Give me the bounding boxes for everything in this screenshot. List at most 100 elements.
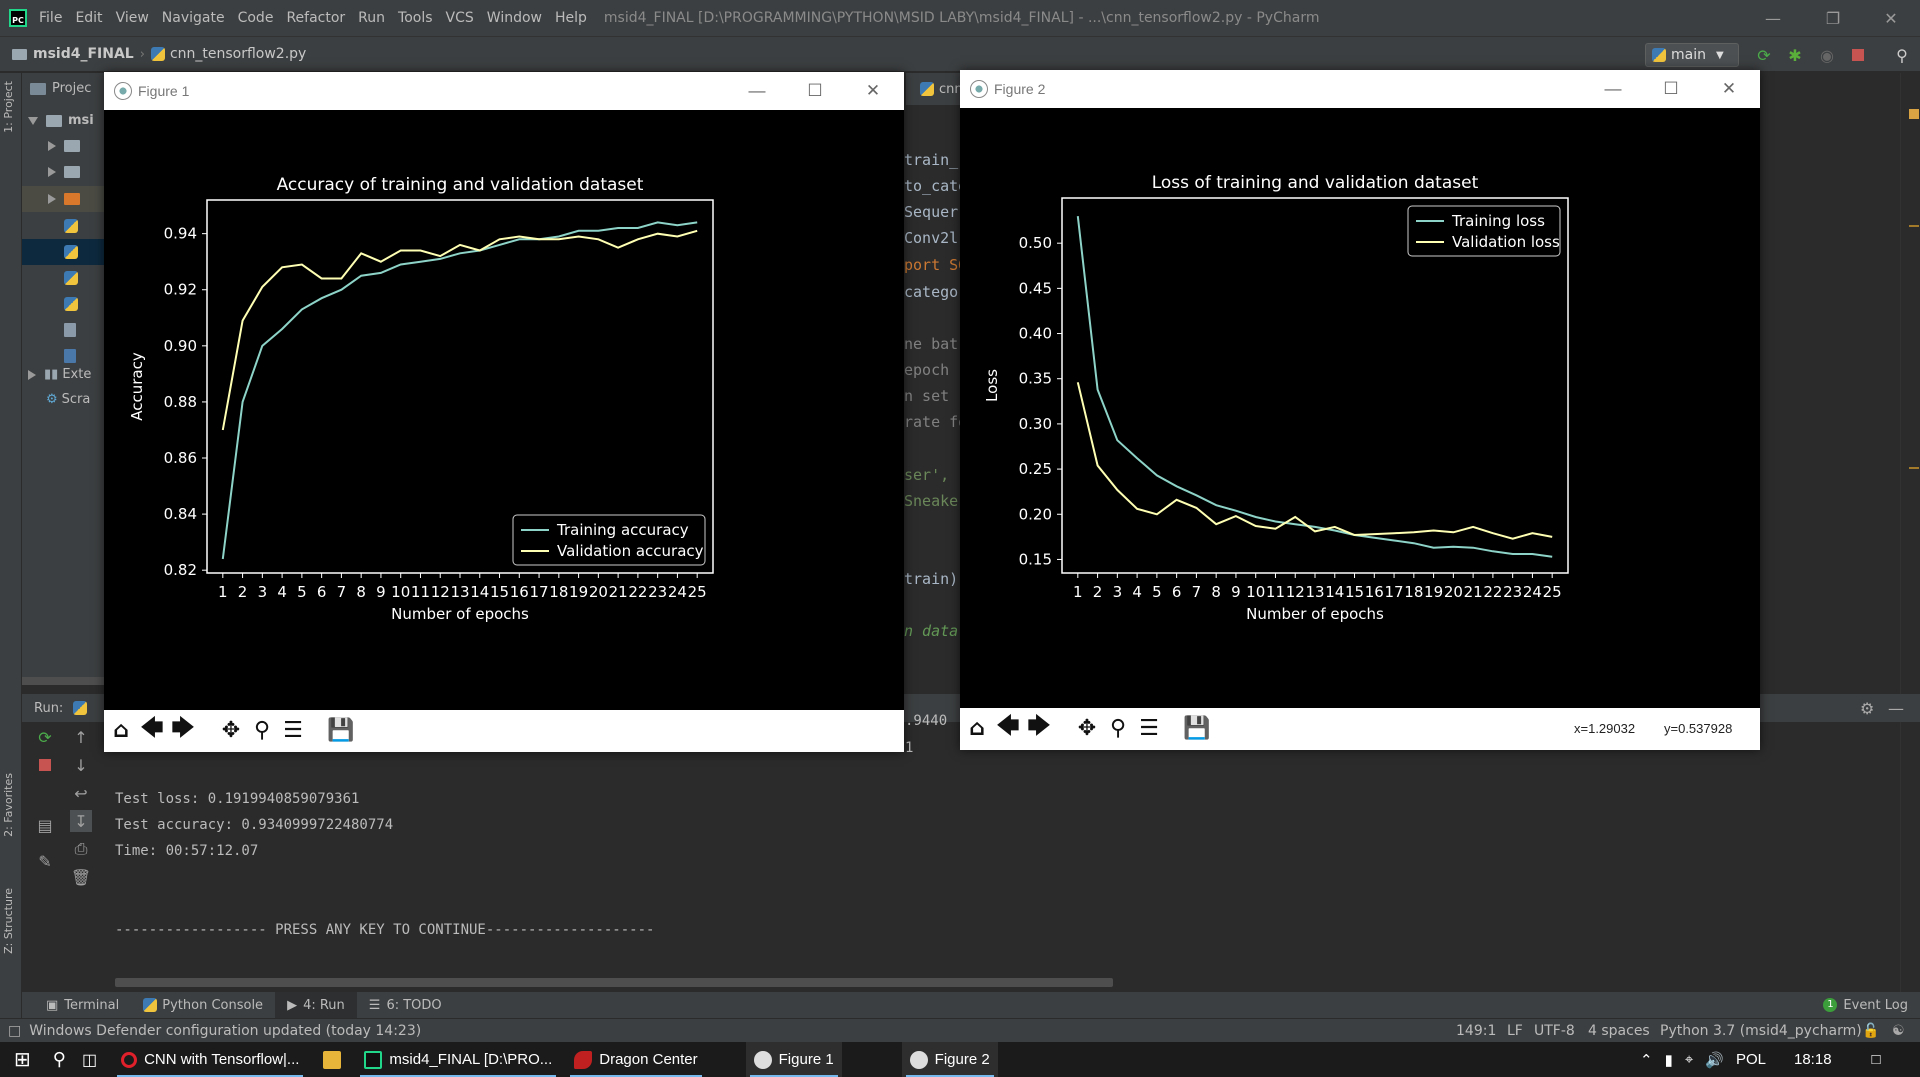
- volume-icon[interactable]: 🔊: [1705, 1051, 1724, 1069]
- pan-icon[interactable]: ✥: [221, 717, 241, 743]
- menu-navigate[interactable]: Navigate: [161, 10, 225, 26]
- restore-icon[interactable]: ❐: [1825, 8, 1841, 28]
- minimize-icon[interactable]: —: [748, 81, 766, 100]
- tree-file[interactable]: [64, 323, 76, 337]
- configure-subplots-icon[interactable]: ☰: [1139, 715, 1159, 741]
- save-icon[interactable]: 💾: [327, 717, 355, 743]
- hide-panel-icon[interactable]: —: [1888, 698, 1904, 718]
- menu-help[interactable]: Help: [554, 10, 587, 26]
- tab-python-console[interactable]: Python Console: [131, 992, 275, 1018]
- maximize-icon[interactable]: ☐: [1663, 79, 1679, 98]
- menu-refactor[interactable]: Refactor: [286, 10, 346, 26]
- maximize-icon[interactable]: ☐: [807, 81, 823, 100]
- save-icon[interactable]: 💾: [1183, 715, 1211, 741]
- scratches[interactable]: ⚙ Scra: [46, 392, 90, 407]
- error-stripe-mark[interactable]: [1909, 225, 1919, 227]
- print-icon[interactable]: ⎙: [74, 839, 88, 858]
- notifications-icon[interactable]: □: [1871, 1051, 1881, 1068]
- taskbar-opera[interactable]: CNN with Tensorflow|...: [113, 1042, 307, 1077]
- tree-file-active[interactable]: [22, 239, 108, 265]
- forward-arrow-icon[interactable]: 🡆: [171, 716, 195, 741]
- taskbar-figure1[interactable]: Figure 1: [745, 1042, 842, 1077]
- minimize-icon[interactable]: —: [1765, 8, 1781, 28]
- project-panel-header[interactable]: Projec: [30, 81, 91, 96]
- status-toggle-icon[interactable]: □: [8, 1022, 22, 1039]
- python-interpreter[interactable]: Python 3.7 (msid4_pycharm): [1660, 1022, 1862, 1039]
- battery-icon[interactable]: ▮: [1664, 1051, 1673, 1069]
- indent-setting[interactable]: 4 spaces: [1588, 1022, 1650, 1039]
- stop-icon[interactable]: [1848, 45, 1868, 65]
- inspector-icon[interactable]: ☯: [1892, 1022, 1905, 1039]
- line-separator[interactable]: LF: [1507, 1022, 1523, 1039]
- close-icon[interactable]: ✕: [1721, 79, 1737, 98]
- warning-marker-icon[interactable]: [1909, 109, 1919, 119]
- tab-todo[interactable]: ☰ 6: TODO: [357, 992, 454, 1018]
- search-icon[interactable]: ⚲: [1896, 45, 1908, 65]
- menu-edit[interactable]: Edit: [75, 10, 103, 26]
- settings-gear-icon[interactable]: ⚙: [1860, 698, 1875, 718]
- event-log-button[interactable]: 1 Event Log: [1811, 992, 1920, 1018]
- windows-start-icon[interactable]: ⊞: [14, 1049, 31, 1071]
- soft-wrap-icon[interactable]: ↩: [74, 783, 88, 803]
- tree-file[interactable]: [64, 297, 83, 311]
- figure2-title-bar[interactable]: Figure 2 — ☐ ✕: [960, 70, 1760, 108]
- menu-tools[interactable]: Tools: [398, 10, 433, 26]
- breadcrumb-file[interactable]: cnn_tensorflow2.py: [150, 46, 306, 62]
- trash-icon[interactable]: 🗑: [70, 867, 92, 887]
- console-horizontal-scrollbar[interactable]: [115, 978, 1113, 987]
- caret-position[interactable]: 149:1: [1456, 1022, 1497, 1039]
- status-message[interactable]: Windows Defender configuration updated (…: [29, 1022, 422, 1039]
- wifi-icon[interactable]: ⌖: [1684, 1051, 1694, 1068]
- editor-error-stripe[interactable]: [1900, 73, 1920, 1028]
- figure2-canvas[interactable]: Loss of training and validation dataset 1…: [960, 108, 1760, 708]
- taskbar-explorer[interactable]: [315, 1042, 356, 1077]
- rerun-icon[interactable]: ⟳: [1757, 45, 1771, 65]
- layout-icon[interactable]: ▤: [37, 815, 53, 835]
- tree-file[interactable]: [64, 349, 76, 363]
- tree-file[interactable]: [64, 271, 83, 285]
- menu-vcs[interactable]: VCS: [445, 10, 474, 26]
- debug-icon[interactable]: ✱: [1788, 45, 1802, 65]
- run-configuration-select[interactable]: main ▼: [1645, 43, 1739, 67]
- tree-item[interactable]: [48, 166, 80, 178]
- menu-run[interactable]: Run: [358, 10, 386, 26]
- coverage-icon[interactable]: ◉: [1820, 45, 1834, 65]
- menu-view[interactable]: View: [115, 10, 149, 26]
- keyboard-language[interactable]: POL: [1735, 1051, 1766, 1068]
- arrow-down-icon[interactable]: ↓: [74, 755, 88, 775]
- zoom-icon[interactable]: ⚲: [253, 717, 271, 743]
- home-icon[interactable]: ⌂: [113, 717, 129, 743]
- tree-item[interactable]: [48, 140, 80, 152]
- menu-code[interactable]: Code: [237, 10, 274, 26]
- scroll-to-end-icon[interactable]: ↧: [70, 810, 92, 832]
- tab-terminal[interactable]: ▣ Terminal: [34, 992, 131, 1018]
- horizontal-scrollbar[interactable]: [22, 677, 108, 685]
- taskbar-dragon-center[interactable]: Dragon Center: [566, 1042, 705, 1077]
- taskbar-figure2[interactable]: Figure 2: [901, 1042, 998, 1077]
- search-icon[interactable]: ⚲: [52, 1049, 66, 1069]
- project-side-tab[interactable]: 1: Project: [2, 81, 15, 133]
- tree-file[interactable]: [64, 219, 83, 233]
- tree-item-selected[interactable]: [22, 186, 108, 212]
- clock[interactable]: 18:18: [1794, 1051, 1832, 1068]
- home-icon[interactable]: ⌂: [969, 715, 985, 741]
- configure-subplots-icon[interactable]: ☰: [283, 717, 303, 743]
- external-libraries[interactable]: ▮▮ Exte: [28, 367, 91, 382]
- tree-root[interactable]: msi: [28, 113, 94, 128]
- close-icon[interactable]: ✕: [865, 81, 881, 100]
- structure-side-tab[interactable]: Z: Structure: [2, 888, 15, 954]
- chevron-up-icon[interactable]: ⌃: [1640, 1051, 1653, 1069]
- pin-icon[interactable]: ✎: [38, 851, 52, 871]
- menu-window[interactable]: Window: [486, 10, 542, 26]
- breadcrumb-project[interactable]: msid4_FINAL: [12, 46, 134, 62]
- error-stripe-mark[interactable]: [1909, 467, 1919, 469]
- task-view-icon[interactable]: ◫: [81, 1051, 98, 1069]
- stop-icon[interactable]: [34, 754, 56, 776]
- figure1-title-bar[interactable]: Figure 1 — ☐ ✕: [104, 72, 904, 110]
- taskbar-pycharm[interactable]: msid4_FINAL [D:\PRO...: [356, 1042, 560, 1077]
- back-arrow-icon[interactable]: 🡄: [140, 716, 164, 741]
- arrow-up-icon[interactable]: ↑: [74, 727, 88, 747]
- back-arrow-icon[interactable]: 🡄: [996, 714, 1020, 739]
- lock-icon[interactable]: 🔓: [1862, 1022, 1880, 1039]
- close-icon[interactable]: ✕: [1884, 8, 1898, 28]
